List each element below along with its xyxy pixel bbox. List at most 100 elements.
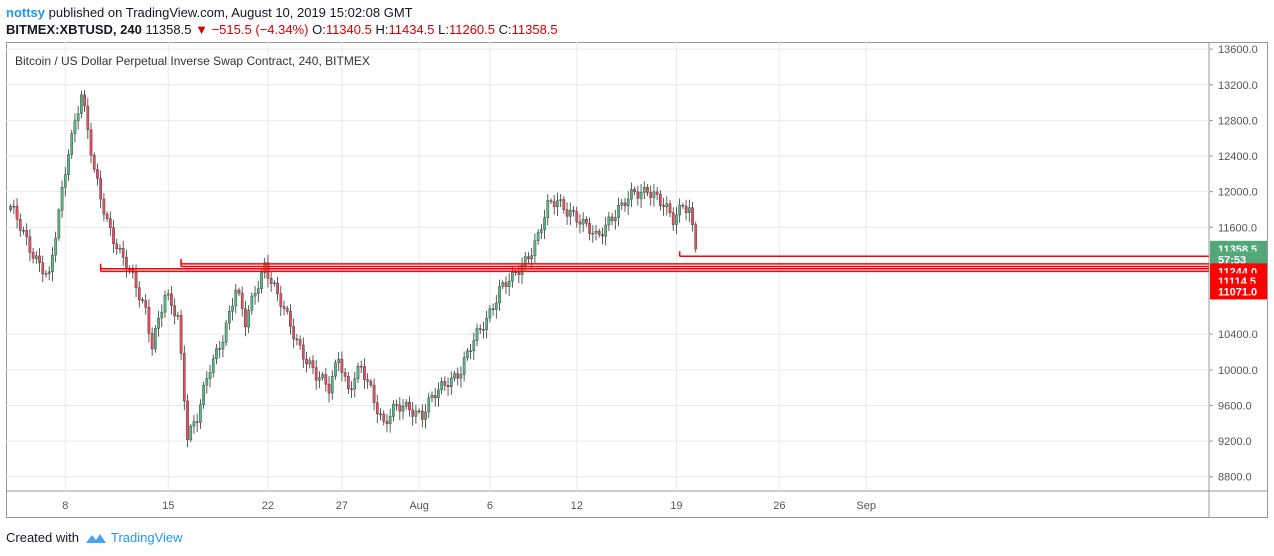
- y-tick-label: 8800.0: [1218, 472, 1252, 484]
- candle-body: [517, 271, 521, 275]
- candle-body: [298, 339, 302, 346]
- candle-body: [443, 381, 447, 386]
- candle-body: [350, 388, 353, 391]
- candle-body: [427, 397, 431, 413]
- candle-body: [337, 358, 341, 363]
- close-label: C:: [498, 22, 512, 37]
- candle-body: [108, 218, 112, 228]
- candle-body: [285, 308, 289, 312]
- x-tick-label: 26: [773, 500, 785, 512]
- candle-body: [179, 315, 183, 354]
- candle-body: [649, 192, 653, 198]
- candle-body: [41, 262, 45, 275]
- candle-body: [202, 384, 205, 405]
- candle-body: [182, 353, 186, 402]
- candle-body: [244, 308, 247, 328]
- candle-body: [57, 209, 61, 239]
- candle-body: [433, 395, 437, 399]
- candle-body: [411, 409, 415, 417]
- brand-link[interactable]: TradingView: [110, 530, 183, 545]
- candle-body: [166, 293, 170, 296]
- y-tick-label: 13200.0: [1218, 80, 1258, 92]
- candle-body: [295, 338, 299, 341]
- candle-body: [511, 271, 514, 282]
- candle-body: [211, 358, 215, 373]
- candle-body: [466, 350, 469, 358]
- candle-body: [388, 416, 392, 424]
- candle-body: [382, 413, 386, 422]
- candle-body: [572, 210, 575, 212]
- candle-body: [31, 252, 35, 259]
- candle-body: [47, 271, 51, 274]
- y-tick-label: 12800.0: [1218, 115, 1258, 127]
- author-link[interactable]: nottsy: [6, 5, 45, 20]
- candle-body: [659, 194, 662, 206]
- chart-container[interactable]: 13600.0 13200.0 12800.0 12400.0 12000.0 11600…: [6, 42, 1268, 518]
- candle-body: [176, 315, 180, 317]
- candle-body: [263, 262, 267, 273]
- candle-body: [597, 230, 601, 235]
- candle-body: [160, 311, 164, 319]
- candle-body: [652, 191, 656, 198]
- candle-body: [99, 178, 102, 200]
- open-value: 11340.5: [325, 22, 372, 37]
- candle-body: [292, 326, 295, 340]
- candle-body: [453, 373, 456, 379]
- candle-body: [691, 207, 694, 226]
- candle-body: [173, 305, 176, 317]
- candle-body: [63, 174, 67, 188]
- candle-body: [665, 203, 669, 208]
- candle-body: [80, 94, 83, 114]
- candle-body: [218, 348, 222, 350]
- candle-body: [70, 133, 74, 155]
- candle-body: [507, 280, 511, 287]
- candle-body: [141, 299, 144, 301]
- symbol-label: BITMEX:XBTUSD, 240: [6, 22, 142, 37]
- candle-body: [144, 300, 148, 308]
- candle-body: [67, 154, 70, 175]
- candle-body: [559, 199, 562, 201]
- candle-body: [269, 278, 273, 284]
- candle-body: [504, 282, 508, 287]
- candle-body: [38, 255, 41, 263]
- candle-body: [543, 217, 546, 230]
- candle-body: [73, 120, 77, 134]
- candle-body: [424, 411, 427, 420]
- candle-body: [279, 293, 283, 307]
- candle-body: [353, 378, 357, 390]
- x-tick-label: Sep: [856, 500, 876, 512]
- low-value: 11260.5: [448, 22, 495, 37]
- candle-body: [186, 400, 189, 440]
- candle-body: [134, 272, 138, 289]
- candle-body: [324, 374, 328, 385]
- footer: Created with TradingView: [6, 530, 183, 545]
- candle-body: [240, 292, 244, 309]
- candle-body: [256, 288, 260, 294]
- candle-body: [604, 224, 608, 237]
- candle-body: [330, 375, 334, 394]
- candle-body: [523, 256, 527, 266]
- candle-body: [585, 219, 588, 224]
- candle-body: [35, 255, 38, 259]
- y-tick-label: 9600.0: [1218, 400, 1252, 412]
- candle-body: [51, 254, 54, 273]
- y-tick-label: 12000.0: [1218, 187, 1258, 199]
- candle-body: [392, 404, 395, 417]
- change-value: −515.5 (−4.34%): [211, 22, 309, 37]
- candle-body: [273, 282, 276, 285]
- candle-body: [266, 262, 270, 279]
- candle-body: [610, 216, 614, 222]
- candle-body: [340, 358, 344, 373]
- candle-body: [192, 421, 196, 427]
- candle-body: [366, 379, 369, 382]
- candle-body: [343, 372, 347, 377]
- candle-body: [549, 200, 553, 202]
- x-tick-label: 8: [62, 500, 68, 512]
- candle-body: [498, 286, 501, 304]
- candle-body: [462, 357, 466, 375]
- price-label: 57:53: [1218, 254, 1246, 266]
- candle-body: [430, 395, 434, 399]
- candlestick-chart[interactable]: 13600.0 13200.0 12800.0 12400.0 12000.0 11600…: [6, 42, 1268, 518]
- candle-body: [385, 420, 389, 424]
- candle-body: [44, 273, 48, 275]
